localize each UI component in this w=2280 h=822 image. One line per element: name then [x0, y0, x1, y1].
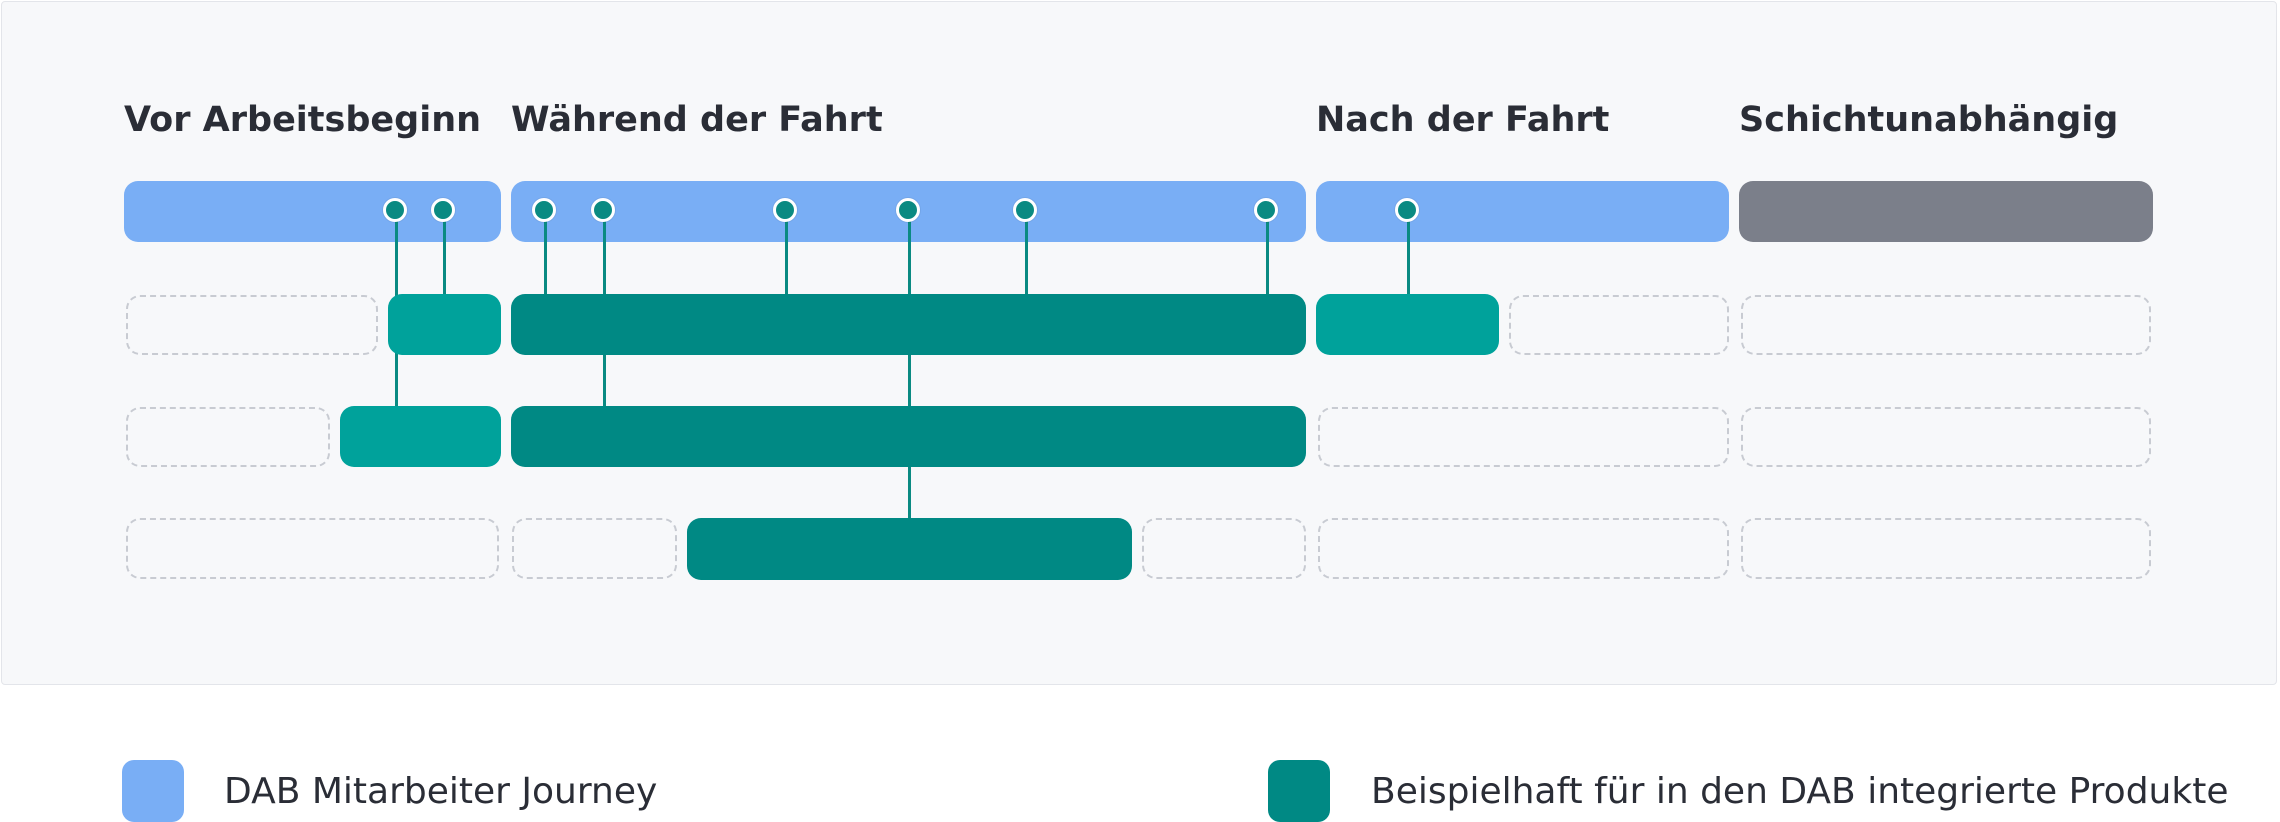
connector-line: [1025, 212, 1028, 296]
touchpoint-pin-icon: [773, 198, 797, 222]
placeholder-slot: [1509, 295, 1729, 355]
product-bar: [687, 518, 1132, 580]
touchpoint-pin-icon: [431, 198, 455, 222]
placeholder-slot: [1142, 518, 1306, 579]
phase-title-waehrend-der-fahrt: Während der Fahrt: [511, 100, 883, 140]
placeholder-slot: [1318, 518, 1729, 579]
placeholder-slot: [126, 518, 499, 579]
connector-line: [443, 212, 446, 296]
placeholder-slot: [1318, 407, 1729, 467]
connector-line: [785, 212, 788, 296]
connector-line: [908, 212, 911, 518]
touchpoint-pin-icon: [1254, 198, 1278, 222]
placeholder-slot: [1741, 407, 2151, 467]
placeholder-slot: [126, 295, 378, 355]
placeholder-slot: [126, 407, 330, 467]
product-bar: [1316, 294, 1499, 355]
connector-line: [544, 212, 547, 296]
product-bar: [388, 294, 501, 355]
diagram-panel: Vor Arbeitsbeginn Während der Fahrt Nach…: [1, 1, 2277, 685]
placeholder-slot: [1741, 295, 2151, 355]
connector-line: [1407, 212, 1410, 296]
legend-swatch-products: [1268, 760, 1330, 822]
legend-label-journey: DAB Mitarbeiter Journey: [224, 771, 658, 812]
placeholder-slot: [512, 518, 677, 579]
phase-title-vor-arbeitsbeginn: Vor Arbeitsbeginn: [124, 100, 482, 140]
touchpoint-pin-icon: [532, 198, 556, 222]
product-bar: [511, 406, 1306, 467]
legend-label-products: Beispielhaft für in den DAB integrierte …: [1371, 771, 2229, 812]
journey-bar-schichtunabhaengig: [1739, 181, 2153, 242]
product-bar: [340, 406, 501, 467]
placeholder-slot: [1741, 518, 2151, 579]
connector-line: [1266, 212, 1269, 296]
touchpoint-pin-icon: [383, 198, 407, 222]
touchpoint-pin-icon: [1395, 198, 1419, 222]
touchpoint-pin-icon: [591, 198, 615, 222]
journey-bar-nach-der-fahrt: [1316, 181, 1729, 242]
phase-title-schichtunabhaengig: Schichtunabhängig: [1739, 100, 2119, 140]
phase-title-nach-der-fahrt: Nach der Fahrt: [1316, 100, 1610, 140]
touchpoint-pin-icon: [896, 198, 920, 222]
legend-swatch-journey: [122, 760, 184, 822]
touchpoint-pin-icon: [1013, 198, 1037, 222]
product-bar: [511, 294, 1306, 355]
